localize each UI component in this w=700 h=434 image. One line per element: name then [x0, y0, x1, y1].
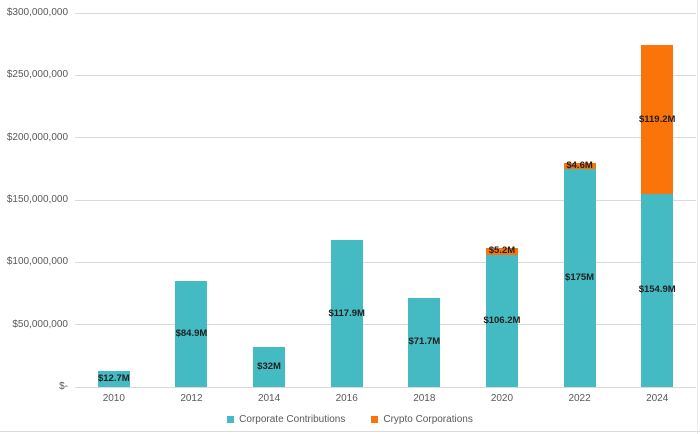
- bar-segment-corporate: [641, 193, 674, 387]
- x-axis-tick-label: 2024: [646, 393, 669, 404]
- legend-label-crypto: Crypto Corporations: [383, 413, 473, 425]
- legend-item-crypto-corporations: Crypto Corporations: [371, 413, 473, 425]
- gridline: [75, 12, 696, 14]
- bar-segment-crypto: [563, 163, 596, 169]
- bar-segment-corporate: [563, 168, 596, 387]
- bar-segment-crypto: [641, 45, 674, 194]
- legend-swatch-corporate-icon: [227, 415, 235, 423]
- gridline: [75, 74, 696, 76]
- y-axis-tick-label: $150,000,000: [6, 194, 68, 205]
- y-axis-tick-label: $300,000,000: [6, 7, 68, 18]
- bar-segment-corporate: [485, 254, 518, 387]
- x-axis-tick-label: 2020: [490, 393, 514, 404]
- legend: Corporate Contributions Crypto Corporati…: [0, 412, 700, 426]
- bar-segment-crypto: [485, 248, 518, 255]
- x-axis-tick-label: 2010: [102, 393, 125, 404]
- y-axis-tick-label: $250,000,000: [6, 69, 68, 81]
- y-axis-tick-label: $200,000,000: [6, 131, 68, 143]
- gridline: [75, 137, 696, 139]
- gridline: [75, 199, 696, 201]
- chart-right-border: [697, 0, 698, 434]
- legend-label-corporate: Corporate Contributions: [239, 413, 346, 425]
- x-axis-tick-label: 2012: [180, 393, 203, 404]
- bar-segment-corporate: [175, 281, 208, 387]
- x-axis-tick-label: 2022: [568, 393, 591, 404]
- gridline: [75, 324, 696, 326]
- bar-segment-corporate: [97, 371, 130, 387]
- x-axis-tick-label: 2014: [257, 393, 281, 404]
- legend-item-corporate-contributions: Corporate Contributions: [227, 414, 345, 425]
- legend-swatch-crypto-icon: [371, 415, 379, 423]
- bar-segment-corporate: [253, 347, 286, 387]
- x-axis-tick-label: 2018: [413, 393, 436, 404]
- bar-segment-corporate: [330, 240, 363, 387]
- bar-segment-corporate: [408, 297, 441, 387]
- x-axis-tick-label: 2016: [335, 393, 358, 404]
- y-axis-tick-label: $50,000,000: [12, 318, 68, 330]
- x-axis-line: [75, 386, 696, 388]
- y-axis-tick-label: $100,000,000: [6, 256, 68, 268]
- y-axis-tick-label: $-: [59, 381, 68, 392]
- chart-bottom-border: [0, 431, 700, 432]
- gridline: [75, 261, 696, 263]
